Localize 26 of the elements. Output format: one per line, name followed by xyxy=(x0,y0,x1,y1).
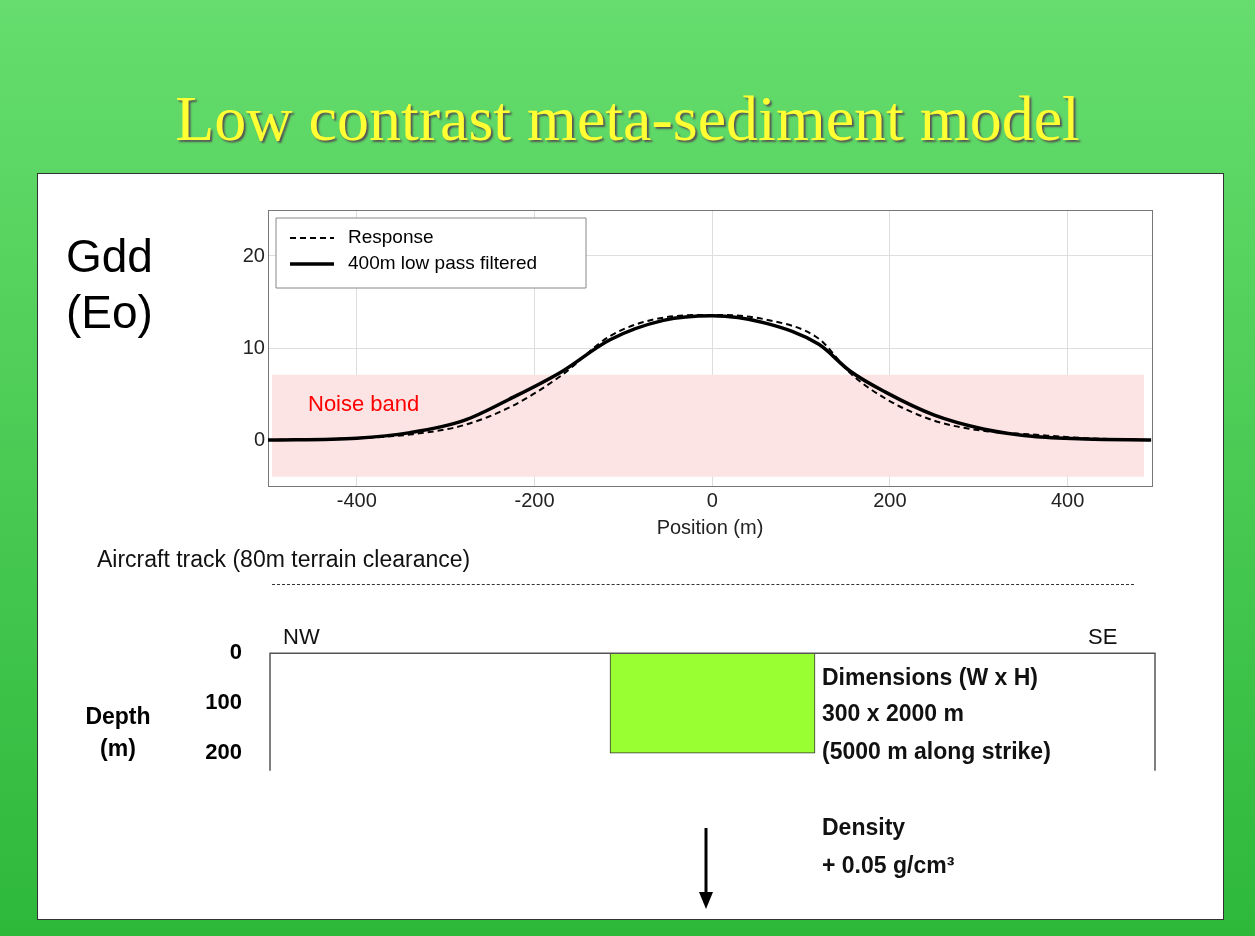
legend-label: Response xyxy=(348,226,434,248)
y-axis-title: Depth (m) xyxy=(84,702,152,763)
x-tick-label: 400 xyxy=(1050,488,1085,511)
x-tick-label: -200 xyxy=(514,488,555,511)
annotation: Dimensions (W x H) xyxy=(822,664,1038,691)
text: + 0.05 g/cm³ xyxy=(822,852,955,879)
y-tick-label: 0 xyxy=(253,427,265,450)
text: SE xyxy=(1088,624,1118,650)
y-tick-label: 20 xyxy=(242,243,265,266)
chart-title: Low contrast meta-sediment model xyxy=(174,82,1081,156)
y-tick-label: 10 xyxy=(242,335,265,358)
x-tick-label: 0 xyxy=(706,488,718,511)
y-axis-title: Gdd (Eo) xyxy=(66,229,153,340)
band-label: Noise band xyxy=(308,390,420,416)
y-tick-label: 100 xyxy=(205,689,242,715)
legend-label: 400m low pass filtered xyxy=(348,252,538,274)
text: NW xyxy=(283,624,320,650)
y-tick-label: 200 xyxy=(205,739,242,765)
x-tick-label: -400 xyxy=(336,488,377,511)
text: Aircraft track (80m terrain clearance) xyxy=(97,546,471,573)
x-tick-label: 200 xyxy=(873,488,907,511)
text: Density xyxy=(822,814,906,841)
y-tick-label: 0 xyxy=(229,639,242,665)
x-axis-title: Position (m) xyxy=(656,515,764,538)
annotation: 300 x 2000 m xyxy=(822,700,964,727)
annotation: (5000 m along strike) xyxy=(822,738,1051,765)
